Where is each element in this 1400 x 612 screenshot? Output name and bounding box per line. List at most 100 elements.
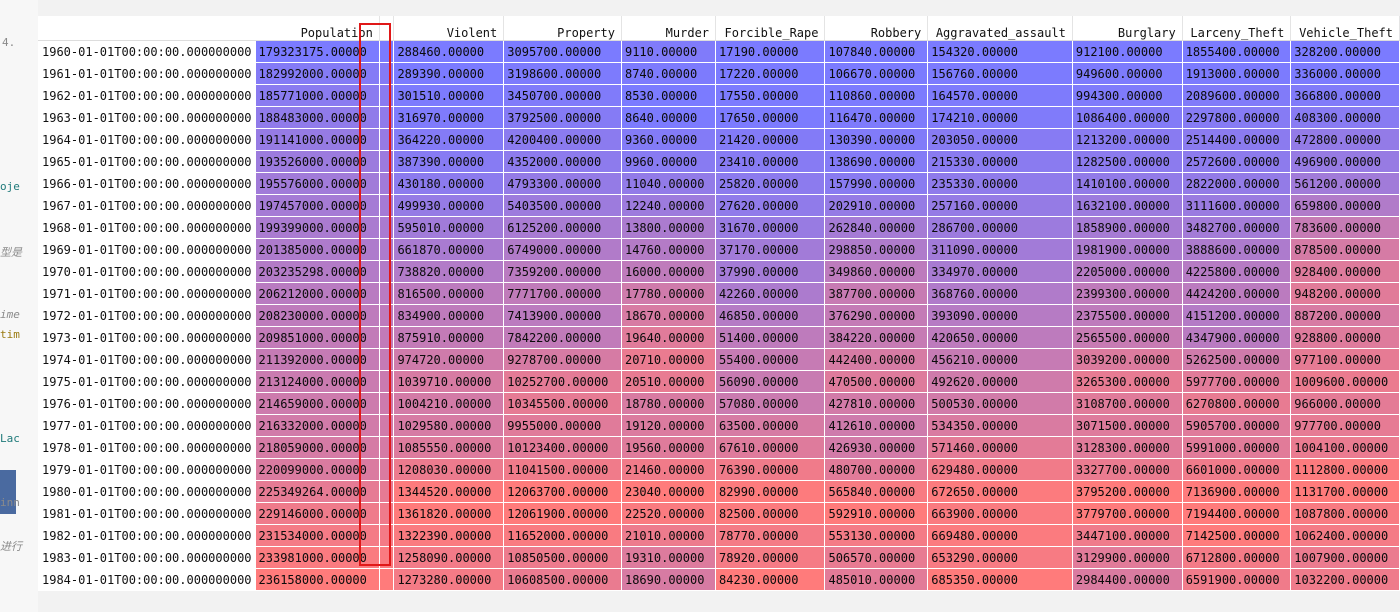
table-cell[interactable]: 1004100.00000 bbox=[1290, 436, 1400, 459]
table-cell[interactable]: 301510.00000 bbox=[393, 84, 505, 107]
table-cell[interactable]: 7842200.00000 bbox=[503, 326, 622, 349]
table-cell[interactable]: 1007900.00000 bbox=[1290, 546, 1400, 569]
table-cell[interactable]: 78920.00000 bbox=[715, 546, 826, 569]
table-cell[interactable]: 25820.00000 bbox=[715, 172, 826, 195]
table-cell[interactable]: 6749000.00000 bbox=[503, 238, 622, 261]
table-cell[interactable]: 3779700.00000 bbox=[1072, 502, 1183, 525]
table-cell[interactable]: 376290.00000 bbox=[824, 304, 929, 327]
table-cell[interactable]: 10608500.00000 bbox=[503, 568, 622, 591]
table-cell[interactable]: 534350.00000 bbox=[927, 414, 1073, 437]
table-cell[interactable]: 8640.00000 bbox=[621, 106, 717, 129]
table-cell[interactable]: 23040.00000 bbox=[621, 480, 717, 503]
table-cell[interactable]: 595010.00000 bbox=[393, 216, 505, 239]
table-cell[interactable]: 214659000.00000 bbox=[255, 392, 380, 415]
table-cell[interactable]: 1632100.00000 bbox=[1072, 194, 1183, 217]
table-cell[interactable] bbox=[379, 106, 395, 129]
table-cell[interactable]: 948200.00000 bbox=[1290, 282, 1400, 305]
table-cell[interactable]: 928400.00000 bbox=[1290, 260, 1400, 283]
table-cell[interactable]: 456210.00000 bbox=[927, 348, 1073, 371]
table-cell[interactable]: 966000.00000 bbox=[1290, 392, 1400, 415]
table-cell[interactable]: 328200.00000 bbox=[1290, 40, 1400, 63]
table-cell[interactable]: 3888600.00000 bbox=[1182, 238, 1292, 261]
table-cell[interactable] bbox=[379, 436, 395, 459]
table-cell[interactable]: 21460.00000 bbox=[621, 458, 717, 481]
table-cell[interactable]: 3039200.00000 bbox=[1072, 348, 1183, 371]
table-cell[interactable]: 6601000.00000 bbox=[1182, 458, 1292, 481]
table-cell[interactable]: 201385000.00000 bbox=[255, 238, 380, 261]
column-header-larceny-theft[interactable]: Larceny_Theft bbox=[1182, 16, 1292, 41]
table-cell[interactable]: 289390.00000 bbox=[393, 62, 505, 85]
table-cell[interactable]: 1131700.00000 bbox=[1290, 480, 1400, 503]
table-cell[interactable]: 949600.00000 bbox=[1072, 62, 1183, 85]
table-cell[interactable]: 1029580.00000 bbox=[393, 414, 505, 437]
table-cell[interactable] bbox=[379, 502, 395, 525]
table-cell[interactable]: 3111600.00000 bbox=[1182, 194, 1292, 217]
table-cell[interactable]: 193526000.00000 bbox=[255, 150, 380, 173]
table-cell[interactable]: 257160.00000 bbox=[927, 194, 1073, 217]
table-cell[interactable]: 12063700.00000 bbox=[503, 480, 622, 503]
table-cell[interactable]: 179323175.00000 bbox=[255, 40, 380, 63]
table-cell[interactable]: 5991000.00000 bbox=[1182, 436, 1292, 459]
table-cell[interactable]: 1039710.00000 bbox=[393, 370, 505, 393]
table-cell[interactable]: 20710.00000 bbox=[621, 348, 717, 371]
table-cell[interactable]: 78770.00000 bbox=[715, 524, 826, 547]
table-cell[interactable]: 368760.00000 bbox=[927, 282, 1073, 305]
table-cell[interactable] bbox=[379, 392, 395, 415]
table-cell[interactable]: 195576000.00000 bbox=[255, 172, 380, 195]
table-cell[interactable]: 1361820.00000 bbox=[393, 502, 505, 525]
table-cell[interactable]: 5262500.00000 bbox=[1182, 348, 1292, 371]
column-header-property[interactable]: Property bbox=[503, 16, 622, 41]
table-cell[interactable]: 1009600.00000 bbox=[1290, 370, 1400, 393]
table-cell[interactable]: 209851000.00000 bbox=[255, 326, 380, 349]
table-cell[interactable]: 21420.00000 bbox=[715, 128, 826, 151]
table-cell[interactable]: 2984400.00000 bbox=[1072, 568, 1183, 591]
table-cell[interactable]: 110860.00000 bbox=[824, 84, 929, 107]
table-cell[interactable]: 1344520.00000 bbox=[393, 480, 505, 503]
table-cell[interactable]: 565840.00000 bbox=[824, 480, 929, 503]
table-cell[interactable]: 288460.00000 bbox=[393, 40, 505, 63]
table-cell[interactable]: 1085550.00000 bbox=[393, 436, 505, 459]
table-cell[interactable]: 783600.00000 bbox=[1290, 216, 1400, 239]
table-cell[interactable]: 6591900.00000 bbox=[1182, 568, 1292, 591]
table-cell[interactable]: 311090.00000 bbox=[927, 238, 1073, 261]
table-cell[interactable]: 9955000.00000 bbox=[503, 414, 622, 437]
table-cell[interactable]: 17780.00000 bbox=[621, 282, 717, 305]
table-cell[interactable]: 67610.00000 bbox=[715, 436, 826, 459]
table-cell[interactable]: 206212000.00000 bbox=[255, 282, 380, 305]
table-cell[interactable]: 19310.00000 bbox=[621, 546, 717, 569]
table-cell[interactable]: 1258090.00000 bbox=[393, 546, 505, 569]
table-cell[interactable]: 977700.00000 bbox=[1290, 414, 1400, 437]
table-cell[interactable]: 235330.00000 bbox=[927, 172, 1073, 195]
table-cell[interactable]: 22520.00000 bbox=[621, 502, 717, 525]
table-cell[interactable] bbox=[379, 40, 395, 63]
table-cell[interactable]: 7142500.00000 bbox=[1182, 524, 1292, 547]
table-cell[interactable]: 663900.00000 bbox=[927, 502, 1073, 525]
table-cell[interactable]: 182992000.00000 bbox=[255, 62, 380, 85]
table-cell[interactable]: 480700.00000 bbox=[824, 458, 929, 481]
table-cell[interactable]: 1282500.00000 bbox=[1072, 150, 1183, 173]
table-cell[interactable]: 349860.00000 bbox=[824, 260, 929, 283]
table-cell[interactable]: 7194400.00000 bbox=[1182, 502, 1292, 525]
table-cell[interactable]: 430180.00000 bbox=[393, 172, 505, 195]
table-cell[interactable]: 11041500.00000 bbox=[503, 458, 622, 481]
table-cell[interactable]: 3450700.00000 bbox=[503, 84, 622, 107]
table-cell[interactable] bbox=[379, 128, 395, 151]
table-cell[interactable]: 231534000.00000 bbox=[255, 524, 380, 547]
table-cell[interactable]: 1858900.00000 bbox=[1072, 216, 1183, 239]
table-cell[interactable]: 2375500.00000 bbox=[1072, 304, 1183, 327]
table-cell[interactable] bbox=[379, 414, 395, 437]
table-cell[interactable]: 878500.00000 bbox=[1290, 238, 1400, 261]
table-cell[interactable]: 1112800.00000 bbox=[1290, 458, 1400, 481]
table-cell[interactable]: 1213200.00000 bbox=[1072, 128, 1183, 151]
table-cell[interactable]: 3792500.00000 bbox=[503, 106, 622, 129]
table-cell[interactable]: 116470.00000 bbox=[824, 106, 929, 129]
table-cell[interactable]: 203050.00000 bbox=[927, 128, 1073, 151]
table-cell[interactable]: 408300.00000 bbox=[1290, 106, 1400, 129]
table-cell[interactable]: 51400.00000 bbox=[715, 326, 826, 349]
table-cell[interactable]: 669480.00000 bbox=[927, 524, 1073, 547]
table-cell[interactable]: 17220.00000 bbox=[715, 62, 826, 85]
table-cell[interactable]: 233981000.00000 bbox=[255, 546, 380, 569]
table-cell[interactable]: 215330.00000 bbox=[927, 150, 1073, 173]
table-cell[interactable]: 8530.00000 bbox=[621, 84, 717, 107]
table-cell[interactable] bbox=[379, 62, 395, 85]
